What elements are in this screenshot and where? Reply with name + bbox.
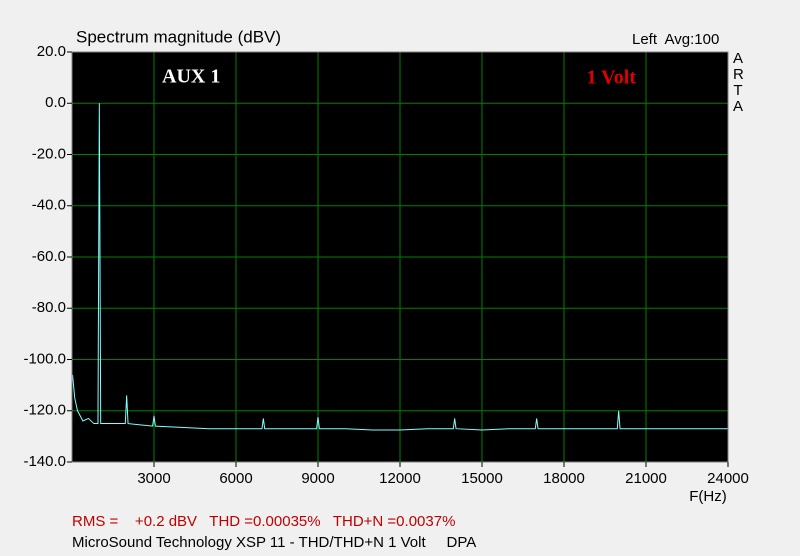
- y-tick-label: 0.0: [45, 94, 66, 111]
- x-tick-label: 3000: [137, 470, 170, 487]
- x-tick-label: 6000: [219, 470, 252, 487]
- x-tick-label: 18000: [543, 470, 585, 487]
- y-tick-label: -80.0: [32, 299, 66, 316]
- x-tick-label: 9000: [301, 470, 334, 487]
- y-tick-label: -20.0: [32, 145, 66, 162]
- x-axis-label: F(Hz): [689, 488, 727, 505]
- y-tick-label: -140.0: [23, 453, 66, 470]
- x-tick-label: 15000: [461, 470, 503, 487]
- y-tick-label: 20.0: [37, 43, 66, 60]
- channel-info: Left Avg:100: [632, 31, 719, 48]
- y-tick-label: -40.0: [32, 197, 66, 214]
- y-tick-label: -60.0: [32, 248, 66, 265]
- footer: MicroSound Technology XSP 11 - THD/THD+N…: [72, 534, 476, 551]
- side-label: ARTA: [733, 50, 744, 115]
- x-tick-label: 24000: [707, 470, 749, 487]
- spectrum-line: [72, 103, 728, 431]
- chart-title: Spectrum magnitude (dBV): [76, 27, 281, 46]
- stats: RMS = +0.2 dBV THD =0.00035% THD+N =0.00…: [72, 513, 455, 530]
- y-tick-label: -100.0: [23, 350, 66, 367]
- y-tick-label: -120.0: [23, 402, 66, 419]
- annotation: 1 Volt: [587, 67, 637, 89]
- x-tick-label: 21000: [625, 470, 667, 487]
- x-tick-label: 12000: [379, 470, 421, 487]
- annotation: AUX 1: [162, 66, 220, 88]
